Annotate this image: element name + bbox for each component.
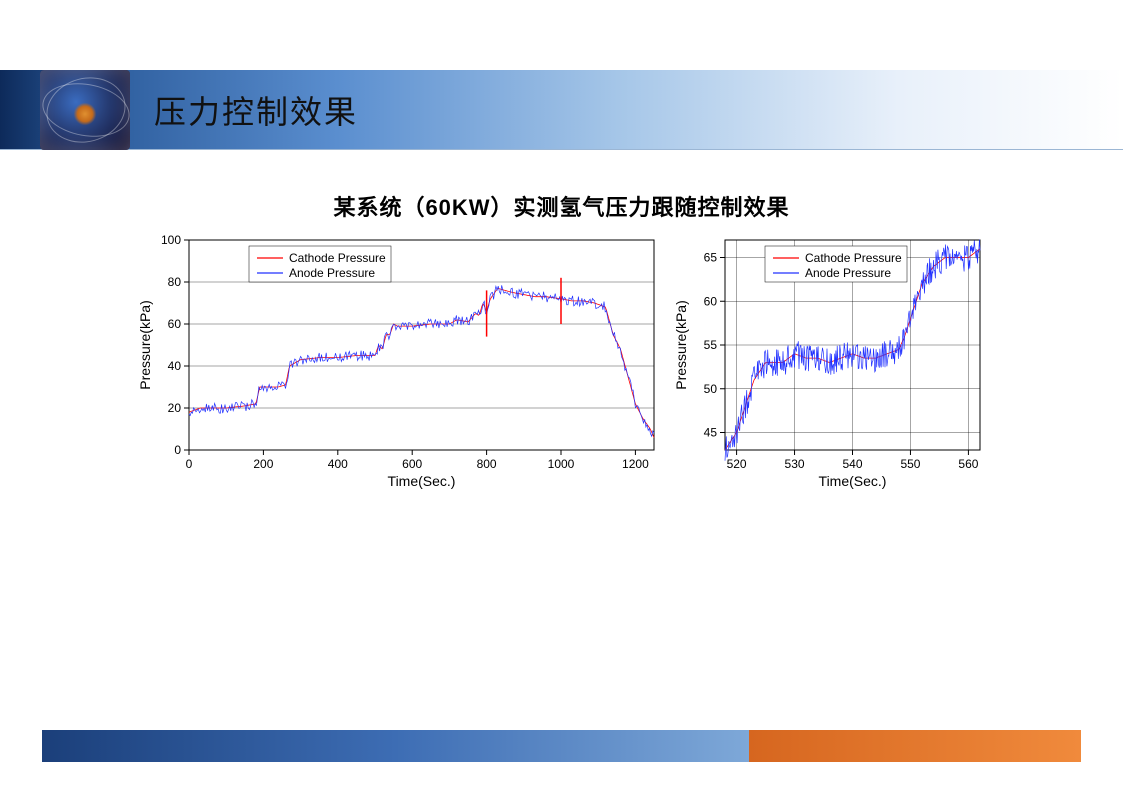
svg-text:65: 65 bbox=[703, 251, 717, 265]
footer-blue bbox=[42, 730, 749, 762]
svg-text:55: 55 bbox=[703, 338, 717, 352]
svg-text:0: 0 bbox=[174, 443, 181, 457]
svg-text:Cathode Pressure: Cathode Pressure bbox=[805, 251, 902, 265]
svg-text:400: 400 bbox=[327, 457, 347, 471]
footer-orange bbox=[749, 730, 1081, 762]
svg-text:60: 60 bbox=[167, 317, 181, 331]
svg-text:Time(Sec.): Time(Sec.) bbox=[818, 473, 886, 489]
svg-text:1000: 1000 bbox=[547, 457, 574, 471]
page-title: 压力控制效果 bbox=[154, 87, 358, 133]
chart-right-svg: 45 50 55 60 65 520 530 540 550 560 Time(Sec.) Press… bbox=[670, 232, 990, 492]
chart-right: 45 50 55 60 65 520 530 540 550 560 Time(Sec.) Press… bbox=[670, 232, 990, 492]
svg-text:540: 540 bbox=[842, 457, 862, 471]
footer-bar bbox=[42, 730, 1081, 762]
svg-text:45: 45 bbox=[703, 426, 717, 440]
svg-text:100: 100 bbox=[160, 233, 180, 247]
svg-text:560: 560 bbox=[958, 457, 978, 471]
chart-left-svg: 020406080100020040060080010001200Time(Se… bbox=[134, 232, 664, 492]
svg-text:530: 530 bbox=[784, 457, 804, 471]
svg-text:20: 20 bbox=[167, 401, 181, 415]
svg-text:50: 50 bbox=[703, 382, 717, 396]
svg-text:550: 550 bbox=[900, 457, 920, 471]
svg-text:Anode Pressure: Anode Pressure bbox=[289, 266, 375, 280]
content-area: 某系统（60KW）实测氢气压力跟随控制效果 020406080100020040… bbox=[0, 190, 1123, 730]
chart-title: 某系统（60KW）实测氢气压力跟随控制效果 bbox=[0, 190, 1123, 222]
svg-text:1200: 1200 bbox=[622, 457, 649, 471]
charts-row: 020406080100020040060080010001200Time(Se… bbox=[0, 232, 1123, 492]
svg-text:800: 800 bbox=[476, 457, 496, 471]
top-spacer bbox=[0, 0, 1123, 70]
chart-left: 020406080100020040060080010001200Time(Se… bbox=[134, 232, 664, 492]
svg-text:600: 600 bbox=[402, 457, 422, 471]
svg-text:Anode Pressure: Anode Pressure bbox=[805, 266, 891, 280]
svg-text:0: 0 bbox=[185, 457, 192, 471]
svg-text:Cathode Pressure: Cathode Pressure bbox=[289, 251, 386, 265]
svg-text:200: 200 bbox=[253, 457, 273, 471]
svg-text:Pressure(kPa): Pressure(kPa) bbox=[137, 300, 153, 389]
svg-text:60: 60 bbox=[703, 294, 717, 308]
title-bar: 压力控制效果 bbox=[0, 70, 1123, 150]
svg-text:Pressure(kPa): Pressure(kPa) bbox=[673, 300, 689, 389]
svg-text:40: 40 bbox=[167, 359, 181, 373]
svg-text:80: 80 bbox=[167, 275, 181, 289]
svg-text:Time(Sec.): Time(Sec.) bbox=[387, 473, 455, 489]
svg-text:520: 520 bbox=[726, 457, 746, 471]
globe-icon bbox=[40, 70, 130, 150]
